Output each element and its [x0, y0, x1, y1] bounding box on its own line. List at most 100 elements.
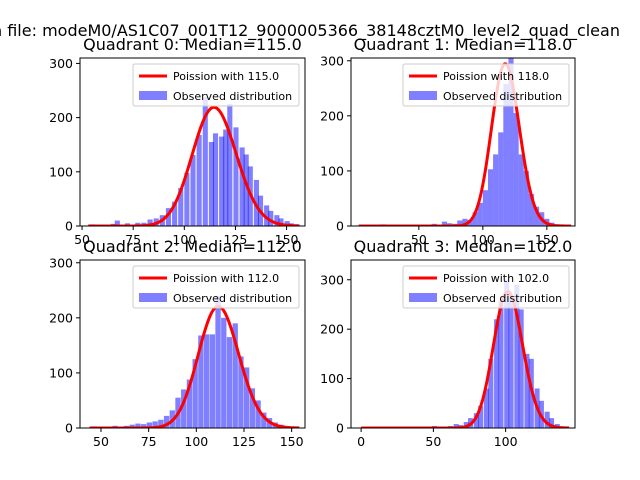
histogram-bar [498, 132, 504, 226]
histogram-bar [226, 337, 233, 428]
quadrant-1-panel: 50 100 150 0 100 200 300 Quadrant 1: Median=118… [320, 35, 576, 247]
legend-entry-observed: Observed distribution [173, 90, 292, 103]
x-tick-label: 50 [411, 232, 427, 247]
histogram-bar [227, 104, 233, 226]
y-tick-label: 100 [320, 371, 344, 386]
histogram-bar [135, 423, 141, 428]
histogram-bar [514, 284, 520, 428]
quadrant-2-panel: 50 75 100 125 150 0 100 200 300 Quadrant 2: Media… [49, 237, 306, 449]
histogram-bar [482, 190, 488, 226]
histogram-bar [203, 334, 210, 428]
axes-frame [350, 259, 576, 429]
legend: Poission with 102.0 Observed distribution [402, 265, 570, 309]
y-tick-label: 300 [320, 272, 344, 287]
histogram-bar [524, 353, 530, 428]
histogram-bar [208, 142, 214, 226]
histogram-bar [190, 155, 196, 226]
legend-bar-swatch [409, 293, 437, 302]
histogram-bar [488, 358, 494, 428]
legend: Poission with 118.0 Observed distribution [402, 63, 570, 107]
histogram-bar [232, 323, 238, 428]
poisson-curve [361, 290, 570, 428]
quadrant-3-panel: 0 50 100 0 100 200 300 Quadrant 3: Median=102.0… [320, 237, 576, 449]
legend-bar-swatch [139, 293, 167, 302]
legend-box [402, 265, 570, 309]
x-tick-label: 75 [141, 434, 157, 449]
x-tick-label: 150 [280, 434, 304, 449]
x-tick-label: 0 [357, 434, 365, 449]
y-tick-label: 0 [65, 219, 73, 234]
histogram-bar [198, 335, 204, 428]
legend-bar-swatch [409, 91, 437, 100]
histogram-bar [255, 400, 261, 428]
plot-area [88, 97, 300, 226]
axes-frame [350, 57, 576, 227]
y-tick-label: 300 [49, 255, 73, 270]
x-tick-label: 50 [93, 434, 109, 449]
x-tick-label: 125 [224, 232, 248, 247]
histogram-bar [129, 424, 135, 428]
panel-title: Quadrant 1: Median=118.0 [354, 35, 573, 54]
histogram-bar [523, 170, 529, 226]
histogram-bar [178, 188, 184, 226]
histogram-bar [473, 413, 479, 428]
y-tick-label: 300 [320, 53, 344, 68]
x-tick-label: 150 [275, 232, 299, 247]
legend-bar-swatch [139, 91, 167, 100]
panel-title: Quadrant 0: Median=115.0 [83, 35, 302, 54]
legend-entry-observed: Observed distribution [173, 292, 292, 305]
histogram-bar [274, 215, 280, 226]
plot-area [358, 58, 572, 226]
histogram-bar [219, 136, 225, 226]
y-tick-label: 100 [320, 163, 344, 178]
y-tick-label: 200 [49, 110, 73, 125]
histogram-bar [223, 129, 229, 226]
histogram-bar [498, 300, 504, 428]
histogram-bar [249, 388, 256, 428]
histogram-bar [141, 424, 147, 428]
x-tick-label: 100 [471, 232, 495, 247]
histogram-bar [518, 154, 524, 226]
poisson-curve [89, 304, 300, 428]
histogram-bar [181, 389, 187, 428]
histogram-bar [172, 201, 178, 226]
quadrant-0-panel: 50 75 100 125 150 0 100 200 300 Quadrant 0: Media… [49, 35, 306, 247]
histogram-bar [264, 205, 270, 226]
histogram-bar [146, 422, 153, 428]
histogram-bar [243, 154, 249, 226]
x-tick-label: 75 [125, 232, 141, 247]
y-tick-label: 200 [49, 310, 73, 325]
histogram-bar [494, 319, 500, 428]
histogram-bar [233, 127, 239, 226]
histogram-bar [238, 356, 244, 428]
x-tick-label: 150 [535, 232, 559, 247]
histogram-bar [503, 83, 509, 226]
histogram-bar [534, 206, 540, 226]
histogram-bar [278, 218, 284, 226]
x-tick-label: 100 [184, 434, 208, 449]
histogram-bar [513, 113, 519, 226]
histogram-bar [221, 317, 227, 428]
histogram-bar [212, 133, 219, 226]
legend: Poission with 112.0 Observed distribution [132, 265, 300, 309]
x-tick-label: 125 [232, 434, 256, 449]
histogram-bar [268, 210, 274, 226]
legend-entry-poisson: Poission with 102.0 [443, 272, 549, 285]
histogram-bar [284, 221, 290, 226]
y-tick-label: 0 [336, 421, 344, 436]
histogram-bar [548, 418, 555, 428]
poisson-curve [358, 62, 572, 226]
histogram-bar [504, 279, 510, 428]
panel-title: Quadrant 2: Median=112.0 [83, 237, 302, 256]
y-tick-label: 0 [336, 219, 344, 234]
y-tick-label: 100 [49, 365, 73, 380]
histogram-bar [196, 134, 202, 226]
histogram-bar [457, 220, 463, 226]
histogram-bar [508, 294, 514, 428]
histogram-bar [462, 218, 468, 226]
x-tick-label: 50 [74, 232, 90, 247]
histogram-bar [544, 411, 550, 428]
legend-box [402, 63, 570, 107]
